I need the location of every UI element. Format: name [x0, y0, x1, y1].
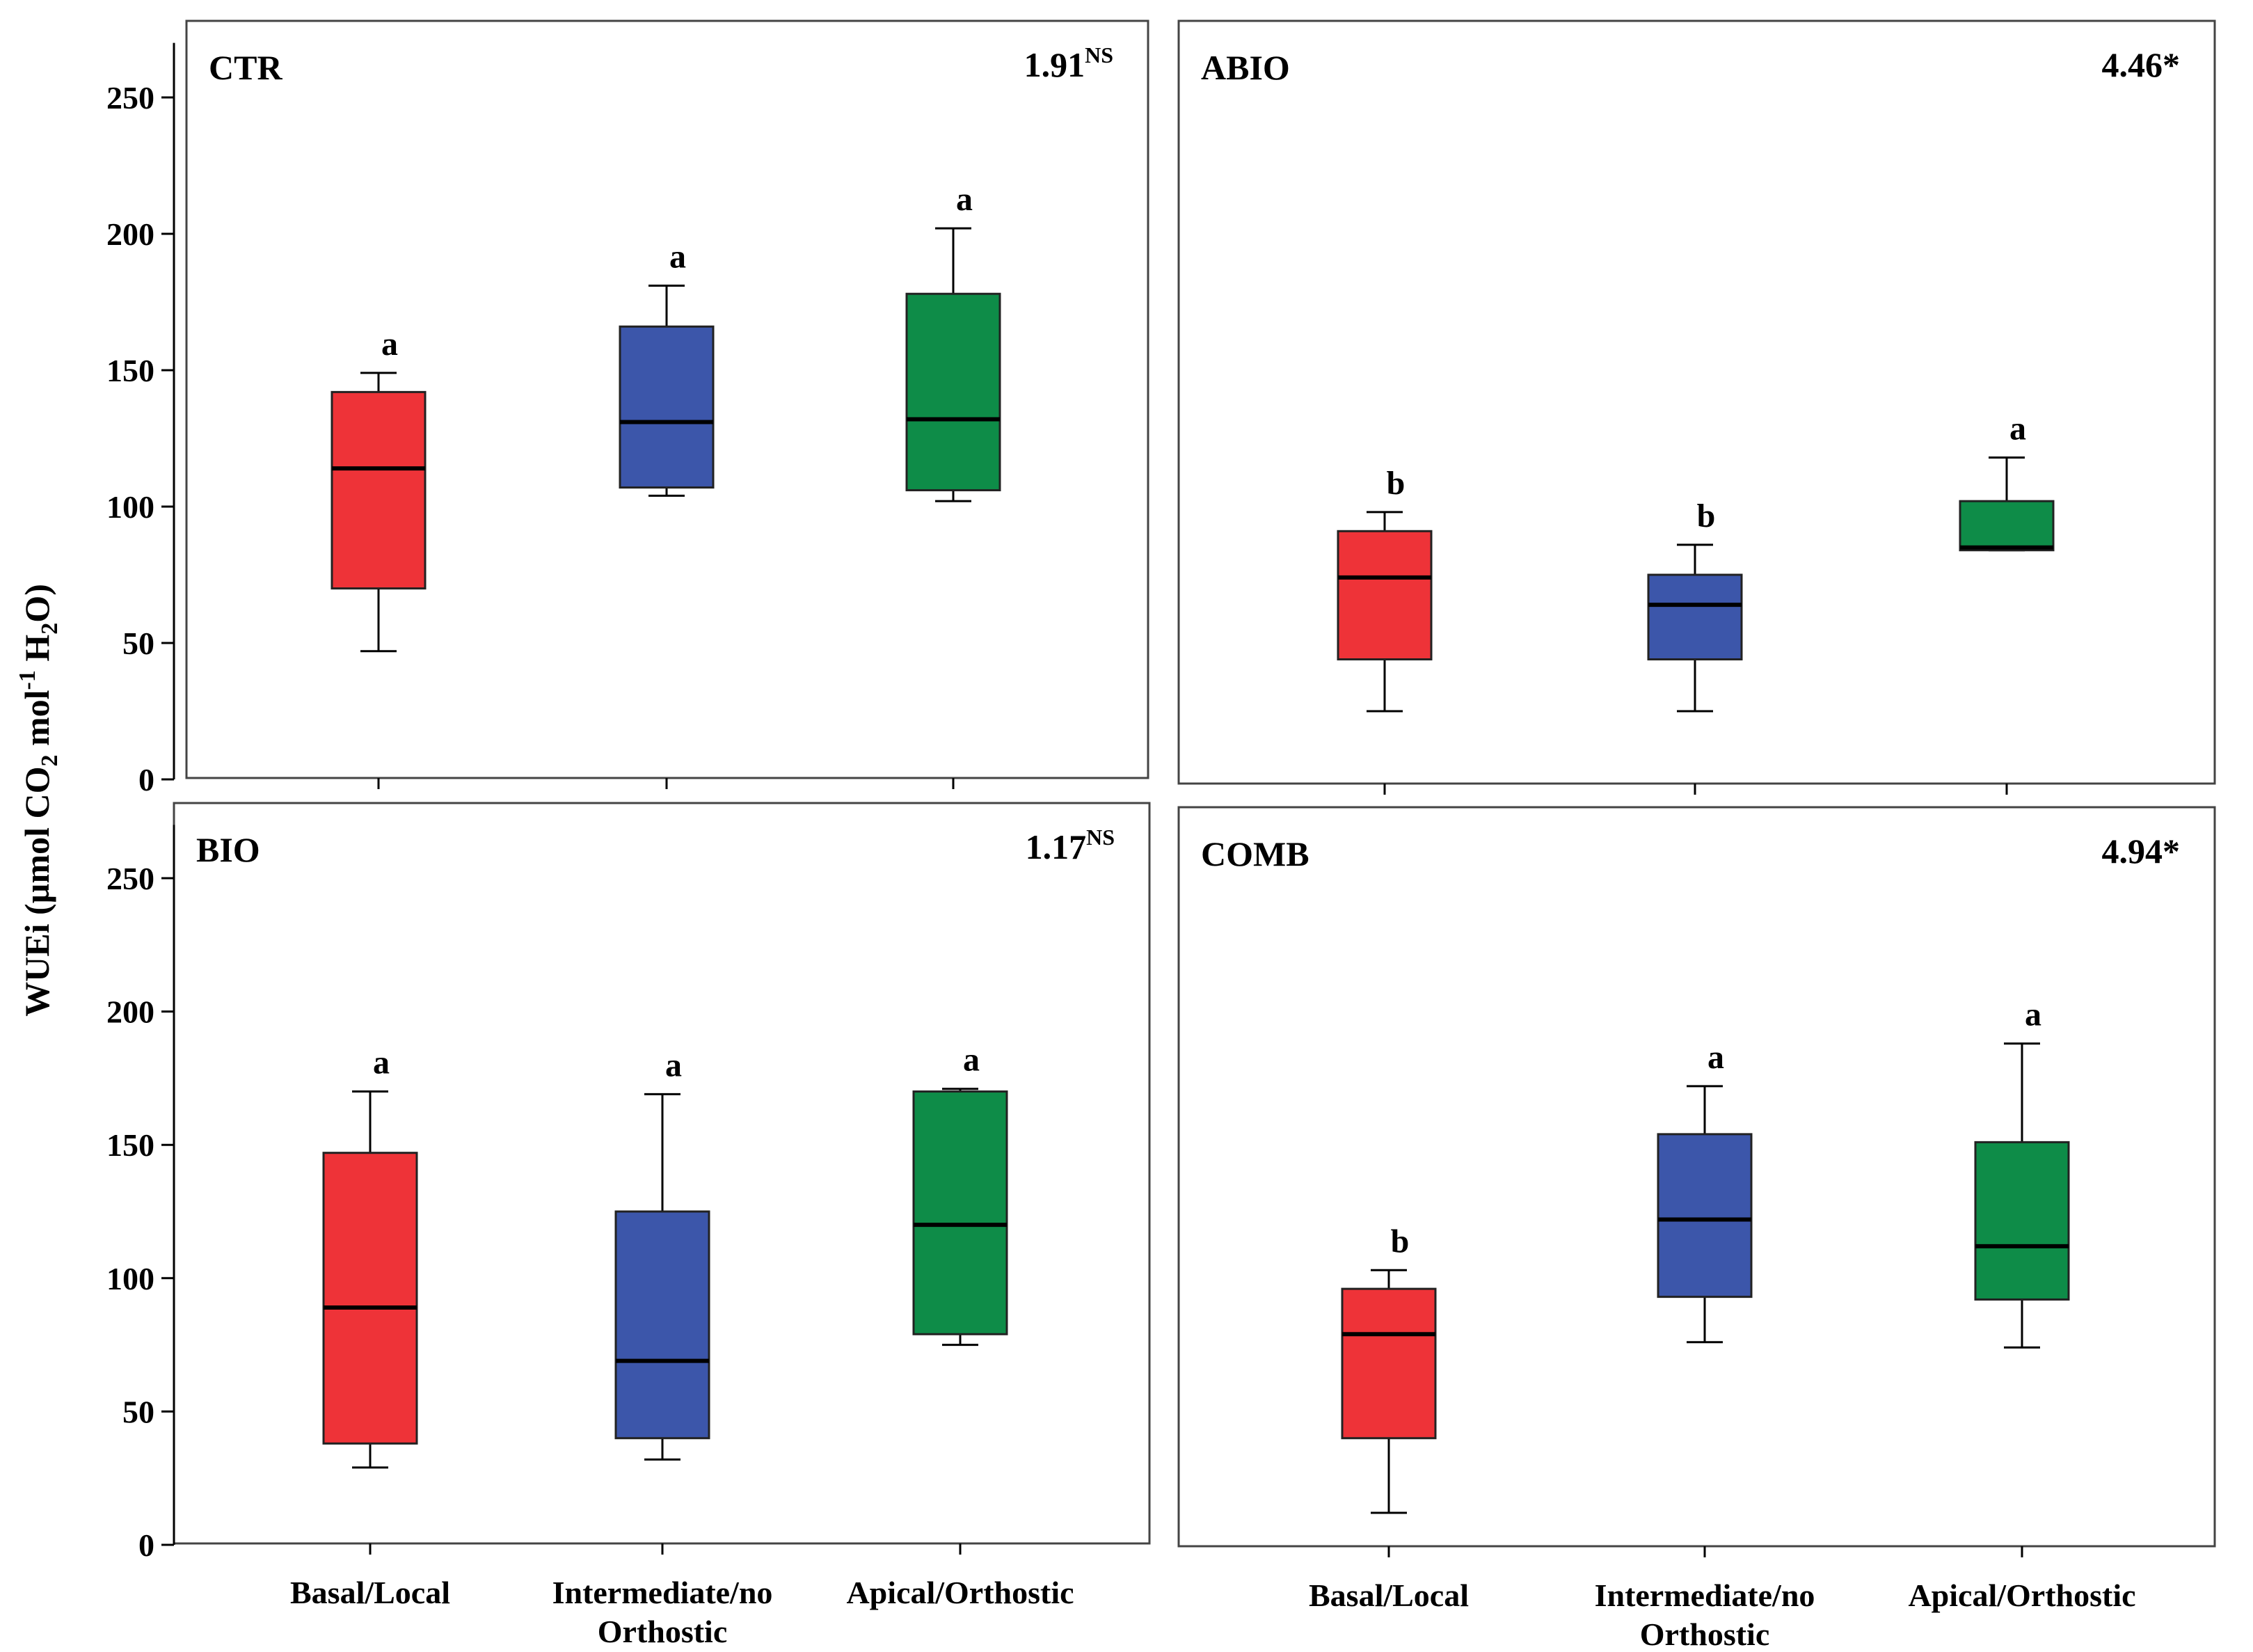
box: [619, 325, 715, 489]
box: [1337, 530, 1433, 661]
significance-letter: b: [1387, 465, 1406, 502]
box: [1974, 1141, 2070, 1301]
y-axis-label-part: H: [17, 635, 56, 671]
box: [322, 1152, 418, 1445]
significance-letter: a: [1707, 1039, 1724, 1076]
significance-letter: a: [963, 1042, 980, 1079]
x-tick-label: Apical/Orthostic: [846, 1575, 1074, 1610]
y-tick-label: 150: [106, 1127, 154, 1163]
y-axis-label-subscript: 2: [37, 754, 63, 766]
panel-title: BIO: [196, 830, 260, 869]
y-tick-label: 50: [122, 1394, 154, 1429]
significance-letter: a: [2009, 410, 2026, 447]
box: [1959, 500, 2055, 552]
y-tick-label: 150: [106, 353, 154, 388]
x-tick-label: Apical/Orthostic: [1908, 1578, 2135, 1613]
panel-frame: [1177, 806, 2216, 1548]
stat-value: 4.46*: [2102, 45, 2181, 84]
box: [614, 1210, 710, 1440]
significance-letter: b: [1697, 498, 1716, 534]
y-axis-label-part: mol: [17, 690, 56, 754]
y-tick-label: 50: [122, 626, 154, 661]
panel-bio: BIO 1.17NS 0 50 100 150 200 250 Basal/Local Inter…: [106, 802, 1151, 1649]
stat-suffix: NS: [1085, 42, 1113, 67]
y-tick-label: 0: [138, 1527, 154, 1563]
box: [1341, 1287, 1437, 1440]
significance-letter: a: [665, 1047, 682, 1083]
significance-letter: a: [373, 1045, 390, 1081]
significance-letter: a: [956, 181, 973, 218]
stat-value: 4.94*: [2102, 832, 2181, 871]
y-tick-label: 100: [106, 1261, 154, 1296]
x-tick-label: Basal/Local: [1309, 1578, 1469, 1613]
x-tick-label: Basal/Local: [290, 1575, 450, 1610]
panel-abio: ABIO 4.46* b b a: [1177, 19, 2216, 795]
y-tick-label: 200: [106, 994, 154, 1030]
panel-stat: 4.94*: [2102, 832, 2181, 871]
y-axis-label-part: WUEi (µmol CO: [17, 766, 56, 1016]
panel-comb: COMB 4.94* Basal/Local Intermediate/no Ortho…: [1177, 806, 2216, 1652]
x-tick-label: Orthostic: [1640, 1617, 1770, 1652]
y-axis-label-part: O): [17, 584, 56, 623]
y-tick-label: 100: [106, 489, 154, 525]
panel-stat: 4.46*: [2102, 45, 2181, 84]
x-tick-label: Orthostic: [598, 1614, 728, 1649]
y-tick-label: 250: [106, 80, 154, 116]
stat-value: 1.91: [1024, 45, 1085, 84]
box: [1657, 1133, 1753, 1298]
panel-title: CTR: [209, 48, 282, 87]
y-tick-label: 250: [106, 861, 154, 896]
box: [905, 292, 1001, 491]
significance-letter: a: [669, 238, 686, 275]
y-axis-label-superscript: -1: [15, 670, 40, 690]
panel-stat: 1.17NS: [1026, 825, 1115, 866]
x-tick-label: Intermediate/no: [1595, 1578, 1815, 1613]
panel-ctr: CTR 1.91NS 0 50 100 150 200 250 a a a: [106, 19, 1149, 797]
stat-value: 1.17: [1026, 827, 1087, 866]
significance-letter: a: [2025, 996, 2041, 1033]
panel-stat: 1.91NS: [1024, 42, 1113, 84]
y-axis-label: WUEi (µmol CO2 mol-1 H2O): [15, 584, 63, 1017]
box: [1647, 573, 1743, 661]
panel-title: COMB: [1201, 834, 1309, 873]
panel-frame: [1177, 19, 2216, 785]
significance-letter: b: [1391, 1223, 1410, 1260]
box: [912, 1090, 1008, 1335]
box: [331, 390, 427, 590]
x-tick-label: Intermediate/no: [552, 1575, 773, 1610]
stat-suffix: NS: [1086, 825, 1115, 850]
y-axis-label-subscript: 2: [37, 623, 63, 635]
panel-title: ABIO: [1201, 48, 1290, 87]
significance-letter: a: [381, 326, 398, 363]
y-tick-label: 0: [138, 762, 154, 797]
y-tick-label: 200: [106, 216, 154, 252]
